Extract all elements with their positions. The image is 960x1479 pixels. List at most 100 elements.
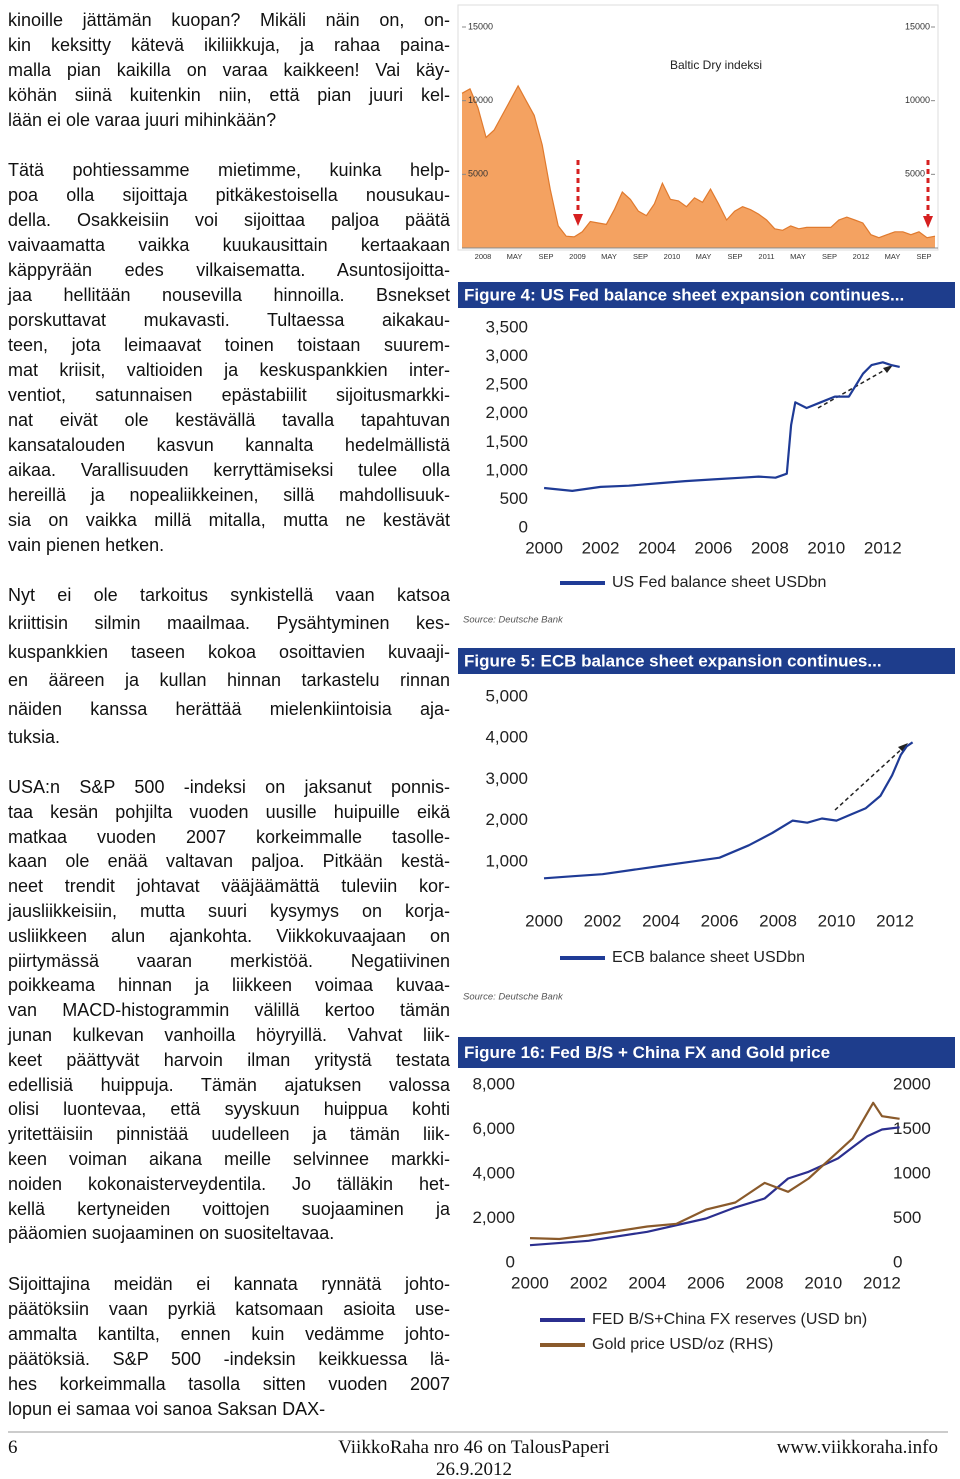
series-line	[529, 1101, 900, 1241]
area-outline	[461, 84, 936, 239]
x-label: SEP	[727, 252, 742, 261]
text-line: köhän siinä kuitenkin niin, että pian ju…	[8, 85, 450, 105]
text-line: hes korkeimmalla tasolla sitten vuoden 2…	[8, 1374, 450, 1394]
y2-tick-label: 1000	[893, 1163, 931, 1182]
x-label: 2012	[853, 252, 870, 261]
text-line: mat kriisit, valtioiden ja keskuspankkie…	[8, 360, 450, 380]
x-label: SEP	[633, 252, 648, 261]
x-tick-label: 2012	[863, 1273, 901, 1292]
text-line: della. Osakkeisiin voi sijoittaa paljoa …	[8, 210, 450, 230]
trend-arrow	[834, 745, 906, 811]
y-tick-label: 8,000	[472, 1074, 515, 1093]
title-bar	[458, 282, 955, 308]
text-line: matkaa vuoden 2007 korkeimmalle tasolle-	[8, 826, 450, 847]
series-line	[543, 361, 900, 492]
text-line: kellä kertyneiden voittojen suojaaminen …	[8, 1198, 450, 1219]
text-line: lään ei ole varaa juuri mihinkään?	[8, 110, 277, 130]
series-line	[543, 741, 914, 880]
series-line	[529, 1126, 900, 1247]
publication: ViikkoRaha nro 46 on TalousPaperi	[338, 1437, 610, 1458]
date: 26.9.2012	[436, 1459, 512, 1479]
text-line: aikaa. Varallisuuden kerryttämiseksi tul…	[8, 460, 450, 480]
y2-tick-label: 10000	[905, 95, 930, 105]
y-tick-label: 1,000	[485, 851, 528, 870]
y2-tick-label: 2000	[893, 1074, 931, 1093]
title-bar	[458, 1037, 955, 1068]
text-line: olisi luontevaa, että syyskuun huippua k…	[8, 1099, 450, 1120]
text-line: USA:n S&P 500 -indeksi on jaksanut ponni…	[8, 777, 450, 797]
y-tick-label: 500	[500, 489, 528, 508]
text-line: kansatalouden kasvun kannalta hedelmälli…	[8, 435, 450, 455]
y-tick-label: 2,000	[485, 403, 528, 422]
x-tick-label: 2002	[582, 538, 620, 557]
text-line: kaan ole enää valtavan paljoa. Pitkään k…	[8, 851, 450, 872]
x-tick-label: 2000	[525, 911, 563, 930]
y-tick-label: 1,000	[485, 460, 528, 479]
text-line: malla pian kaikilla on varaa kaikkeen! V…	[8, 60, 450, 80]
text-line: vain pienen hetken.	[8, 535, 165, 555]
text-line: en ääreen ja kullan hinnan tarkastelu ri…	[8, 670, 450, 691]
y-tick-label: 2,500	[485, 375, 528, 394]
y-tick-label: 3,500	[485, 317, 528, 336]
text-line: Tätä pohtiessamme mietimme, kuinka help-	[8, 160, 450, 180]
x-tick-label: 2004	[638, 538, 676, 557]
x-tick-label: 2000	[525, 538, 563, 557]
legend-label: US Fed balance sheet USDbn	[612, 574, 826, 591]
x-tick-label: 2004	[628, 1273, 666, 1292]
x-tick-label: 2006	[695, 538, 733, 557]
text-line: nat eivät ole kestävällä tavalla tapahtu…	[8, 410, 450, 430]
y-tick-label: 4,000	[485, 728, 528, 747]
text-line: porskuttavat mukavasti. Tultaessa aikaka…	[8, 310, 450, 330]
text-line: usliikkeen alun ajankohta. Viikkokuvaaja…	[8, 925, 450, 946]
x-label: MAY	[601, 252, 617, 261]
x-tick-label: 2010	[818, 911, 856, 930]
text-line: van MACD-histogrammin välillä kertoo täm…	[8, 1000, 450, 1021]
trend-arrows	[817, 366, 906, 811]
text-line: poikkeama hinnan ja liikkeen voimaa kuva…	[8, 975, 450, 996]
x-tick-label: 2012	[876, 911, 914, 930]
x-tick-label: 2008	[759, 911, 797, 930]
x-tick-label: 2002	[570, 1273, 608, 1292]
y-tick-label: 15000	[468, 21, 493, 31]
page-number: 6	[8, 1437, 18, 1458]
text-line: jaa hellitään nousevilla hinnoilla. Bsne…	[8, 285, 450, 305]
y-tick-label: 5,000	[485, 686, 528, 705]
text-line: taa kesän pohjilta vuoden uusille huipui…	[8, 801, 450, 822]
legend-label: FED B/S+China FX reserves (USD bn)	[592, 1311, 867, 1328]
text-line: Nyt ei ole tarkoitus synkistellä vaan ka…	[8, 585, 450, 605]
text-line: keet päättyvät harvoin ilman yritystä te…	[8, 1049, 450, 1070]
chart-title: Figure 16: Fed B/S + China FX and Gold p…	[464, 1043, 830, 1062]
x-label: SEP	[538, 252, 553, 261]
text-line: noiden kokonaisterveydentila. Jo tälläki…	[8, 1173, 450, 1194]
text-line: junan kulkevan vanhoilla höyryillä. Vahv…	[8, 1025, 450, 1045]
text-line: päätöksiin vaan pyrkiä katsomaan asioita…	[8, 1299, 450, 1319]
title-bar	[458, 648, 955, 674]
y-tick-label: 4,000	[472, 1163, 515, 1182]
text-line: edellisiä huippuja. Tämän ajatuksen valo…	[8, 1074, 450, 1095]
y-tick-label: 1,500	[485, 432, 528, 451]
text-line: ventiot, satunnaisen epästabiilit sijoit…	[8, 385, 450, 405]
baltic-arrows	[576, 160, 930, 220]
x-tick-label: 2008	[751, 538, 789, 557]
y-tick-label: 2,000	[472, 1208, 515, 1227]
y-tick-label: 0	[506, 1252, 515, 1271]
chart-title: Baltic Dry indeksi	[670, 58, 762, 72]
text-line: neet trendit johtavat vääjäämättä tulevi…	[8, 876, 450, 897]
text-line: Sijoittajina meidän ei kannata rynnätä j…	[8, 1274, 450, 1294]
text-line: kuspankkien taseen kokoa osoittavien kuv…	[8, 641, 450, 662]
x-tick-label: 2010	[807, 538, 845, 557]
x-label: 2008	[475, 252, 492, 261]
text-line: sia on vaikka millä mitalla, mutta ne ke…	[8, 510, 450, 530]
text-line: piirtymässä vaaran merkistöä. Negatiivin…	[8, 950, 450, 971]
x-tick-label: 2012	[864, 538, 902, 557]
chart-title: Figure 4: US Fed balance sheet expansion…	[464, 285, 904, 304]
area	[462, 85, 935, 249]
text-line: hereillä ja nopealiikkeinen, sillä mahdo…	[8, 485, 450, 505]
y2-tick-label: 0	[893, 1252, 902, 1271]
text-line: kinoille jättämän kuopan? Mikäli näin on…	[8, 10, 450, 30]
x-tick-label: 2010	[804, 1273, 842, 1292]
x-label: 2010	[664, 252, 681, 261]
chart-title: Figure 5: ECB balance sheet expansion co…	[464, 651, 882, 670]
y-tick-label: 5000	[468, 169, 488, 179]
y-tick-label: 2,000	[485, 810, 528, 829]
